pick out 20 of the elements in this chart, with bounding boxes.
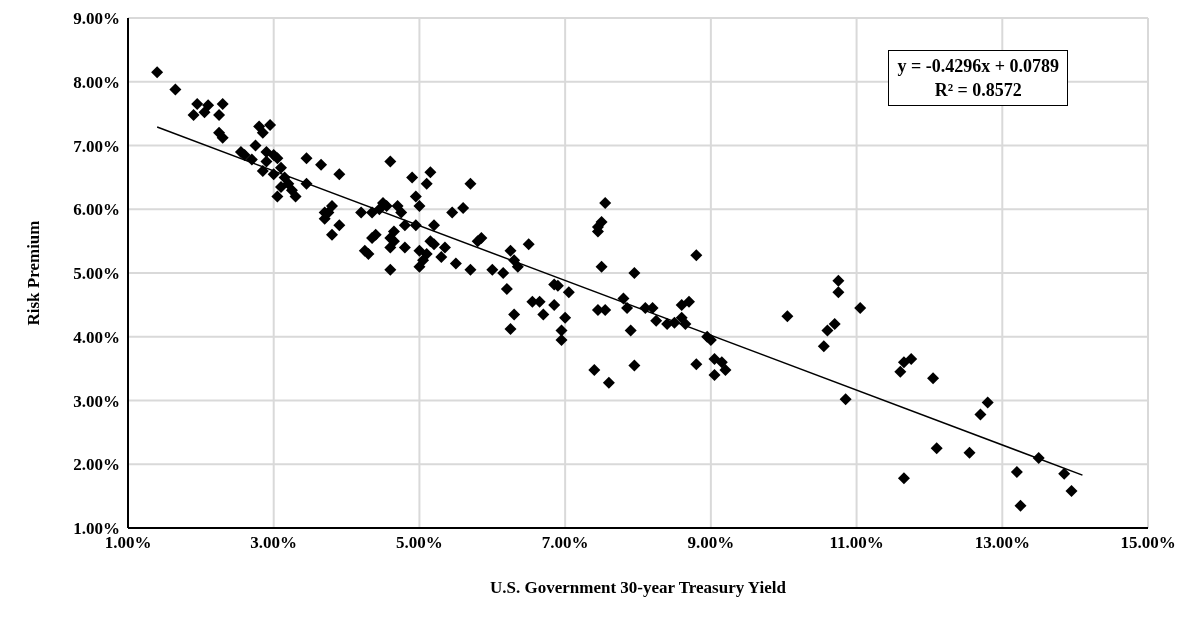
x-tick-label: 5.00% xyxy=(396,533,443,553)
annotation: R² = 0.8572 xyxy=(933,79,1023,102)
y-tick-label: 4.00% xyxy=(73,327,120,347)
y-tick-label: 5.00% xyxy=(73,264,120,284)
y-tick-label: 2.00% xyxy=(73,455,120,475)
y-tick-label: 6.00% xyxy=(73,200,120,220)
y-tick-label: 3.00% xyxy=(73,391,120,411)
x-axis-title: U.S. Government 30-year Treasury Yield xyxy=(490,578,787,597)
x-tick-label: 3.00% xyxy=(250,533,298,553)
y-tick-label: 8.00% xyxy=(73,72,120,92)
y-tick-label: 7.00% xyxy=(73,136,120,156)
y-axis-title: Risk Premium xyxy=(24,220,44,326)
x-tick-label: 1.00% xyxy=(104,533,152,553)
x-tick-label: 11.00% xyxy=(829,533,884,553)
x-tick-label: 13.00% xyxy=(974,533,1030,553)
annotation: y = -0.4296x + 0.0789 xyxy=(897,55,1059,78)
x-tick-label: 7.00% xyxy=(541,533,589,553)
y-tick-label: 9.00% xyxy=(73,9,120,29)
x-tick-label: 15.00% xyxy=(1120,533,1176,553)
x-tick-label: 9.00% xyxy=(687,533,735,553)
